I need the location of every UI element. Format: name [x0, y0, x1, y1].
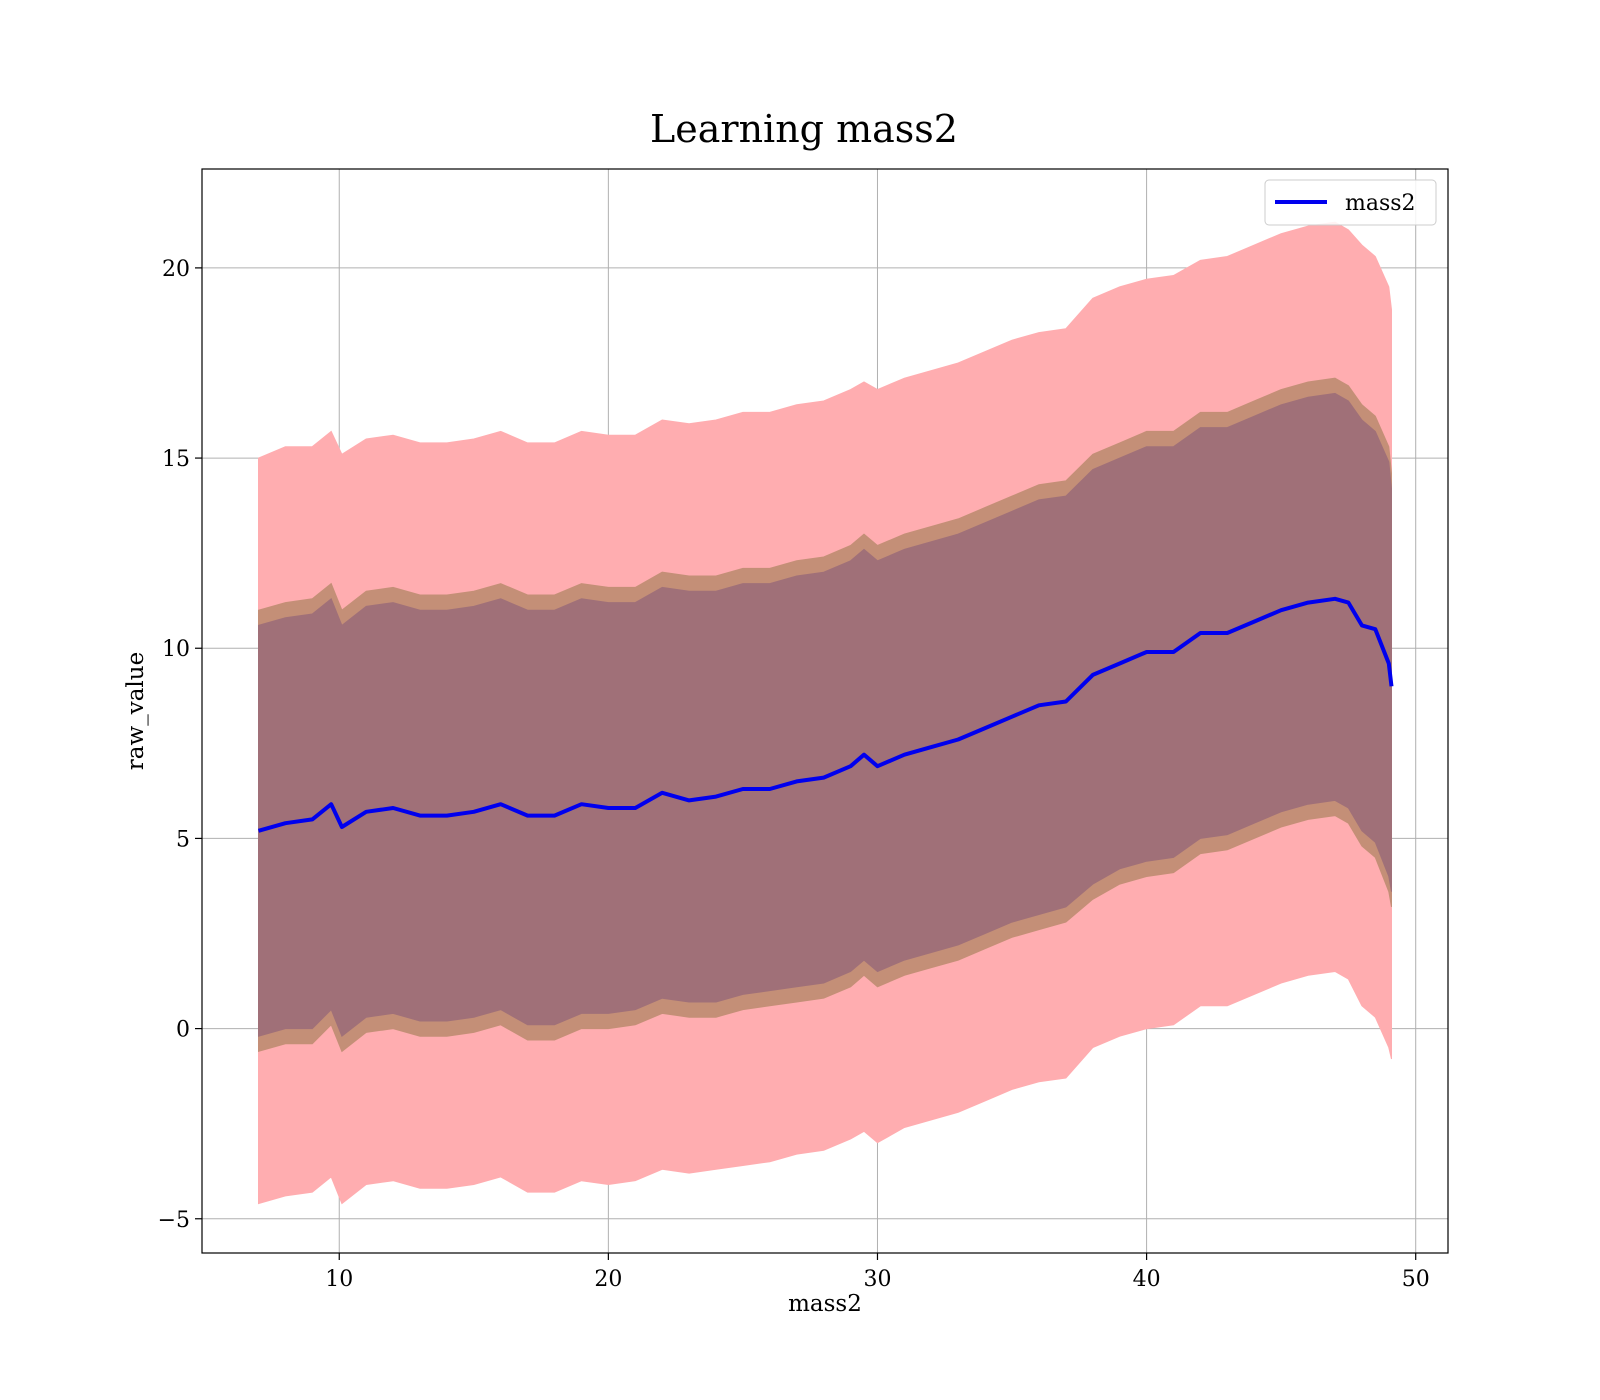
series-line-mass2 — [257, 596, 1394, 833]
plot-frame — [201, 168, 1449, 1254]
legend: mass2 — [1264, 179, 1437, 226]
x-tick-label-0: 10 — [325, 1267, 353, 1292]
legend-entry-mass2: mass2 — [1345, 191, 1416, 216]
legend-box — [1264, 179, 1437, 226]
x-tick-label-1: 20 — [594, 1267, 622, 1292]
y-tick-label-5: 20 — [162, 257, 190, 282]
confidence-bands — [258, 221, 1392, 1205]
y-axis-ticks: −5 0 5 10 15 20 — [158, 257, 202, 1233]
x-tick-label-3: 40 — [1133, 1267, 1161, 1292]
y-tick-label-1: 0 — [176, 1018, 190, 1043]
x-axis-ticks: 10 20 30 40 50 — [325, 1253, 1430, 1292]
series-lines — [257, 596, 1394, 833]
y-tick-label-4: 15 — [162, 447, 190, 472]
x-axis-label: mass2 — [788, 1291, 862, 1317]
x-tick-label-2: 30 — [863, 1267, 891, 1292]
y-tick-label-0: −5 — [158, 1208, 190, 1233]
y-tick-label-2: 5 — [176, 827, 190, 852]
y-axis-label: raw_value — [123, 652, 149, 770]
chart-title: Learning mass2 — [650, 107, 958, 151]
x-tick-label-4: 50 — [1402, 1267, 1430, 1292]
y-tick-label-3: 10 — [162, 637, 190, 662]
band-2 — [258, 392, 1392, 1038]
